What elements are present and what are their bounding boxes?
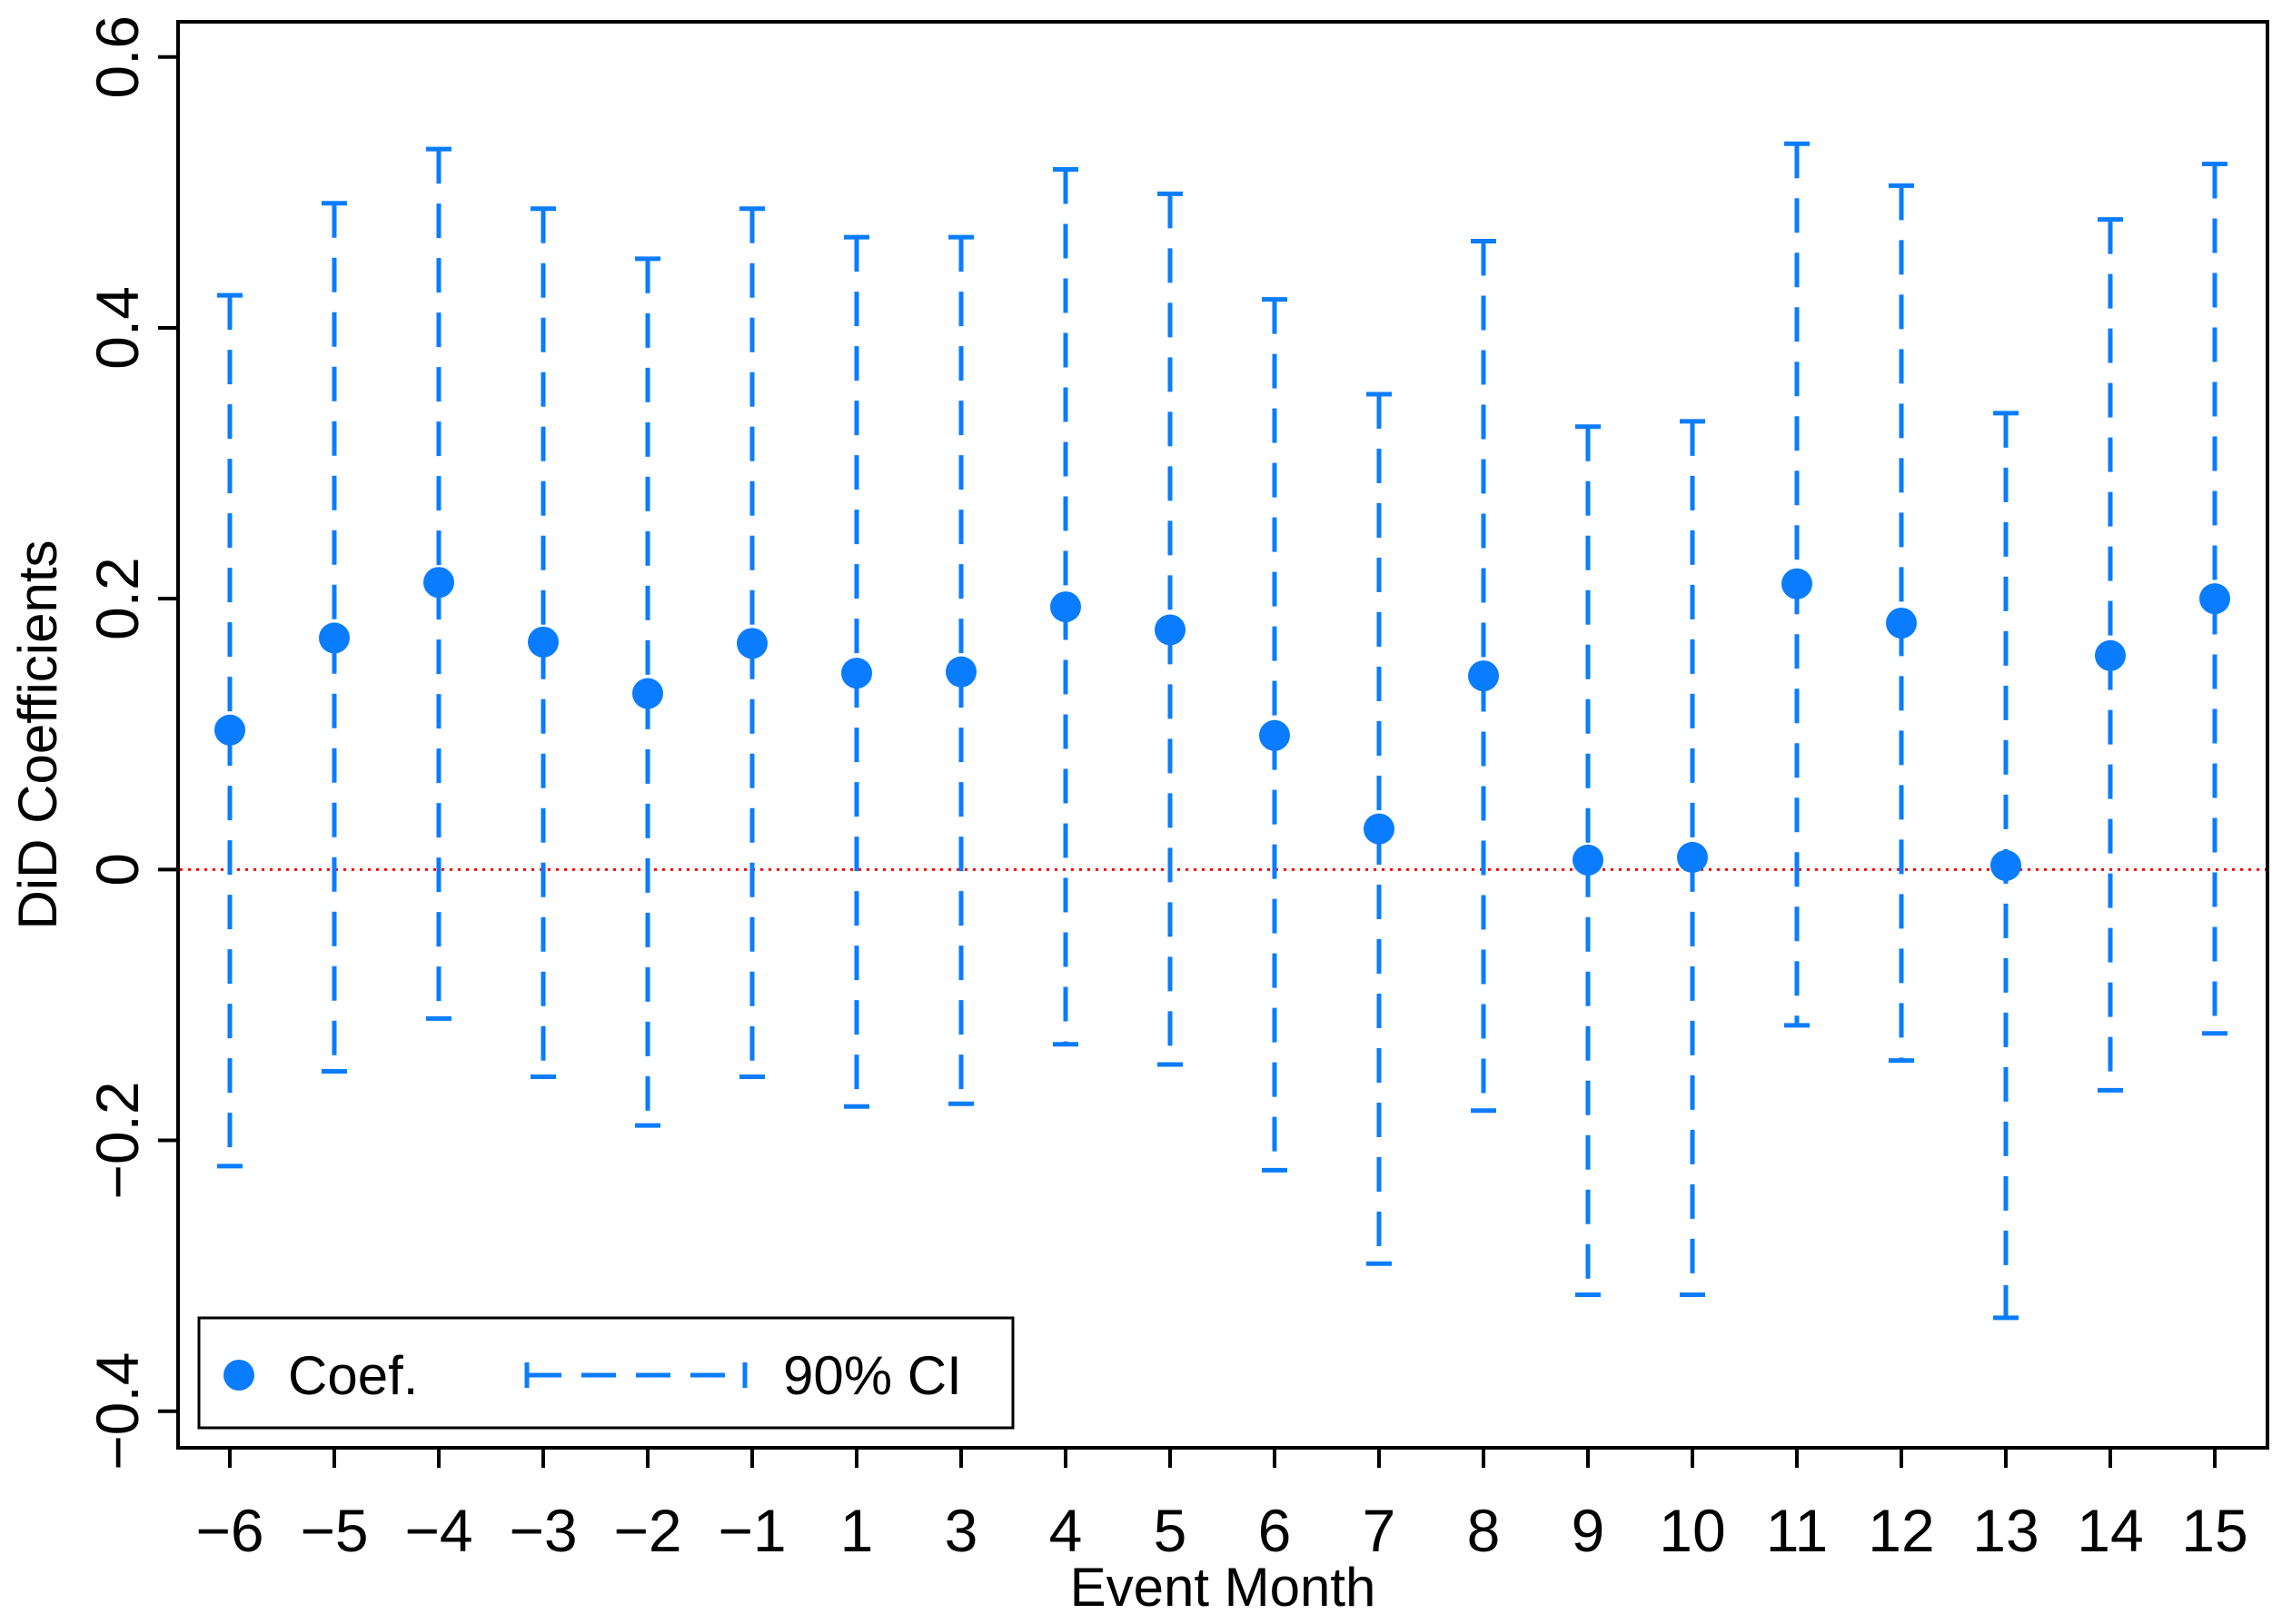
x-tick-label: −4 bbox=[404, 1497, 472, 1564]
x-tick-label: −2 bbox=[613, 1497, 681, 1564]
coef-point bbox=[737, 628, 768, 659]
y-axis-title: DiD Coefficients bbox=[7, 540, 68, 929]
coef-point bbox=[214, 714, 245, 746]
legend-coef-label: Coef. bbox=[288, 1345, 418, 1406]
coef-point bbox=[1259, 719, 1290, 751]
coef-point bbox=[319, 622, 350, 654]
legend-coef-marker bbox=[223, 1360, 254, 1391]
x-tick-label: 14 bbox=[2077, 1497, 2143, 1564]
x-tick-label: 12 bbox=[1868, 1497, 1934, 1564]
coef-point bbox=[632, 678, 663, 709]
x-tick-label: 13 bbox=[1972, 1497, 2039, 1564]
x-tick-label: 6 bbox=[1258, 1497, 1292, 1564]
coef-point bbox=[2199, 583, 2230, 615]
legend: Coef. 90% CI bbox=[197, 1316, 1015, 1430]
x-tick-label: 7 bbox=[1363, 1497, 1396, 1564]
legend-ci-marker bbox=[524, 1362, 748, 1388]
y-tick-label: −0.2 bbox=[84, 1081, 151, 1199]
coef-point bbox=[1781, 568, 1812, 599]
coef-point bbox=[1468, 660, 1499, 692]
x-tick-label: 5 bbox=[1154, 1497, 1187, 1564]
x-tick-label: 10 bbox=[1659, 1497, 1725, 1564]
coef-point bbox=[1050, 591, 1081, 623]
x-tick-label: −6 bbox=[195, 1497, 263, 1564]
coef-point bbox=[423, 567, 454, 599]
x-tick-label: 3 bbox=[945, 1497, 978, 1564]
coef-point bbox=[1677, 841, 1708, 873]
x-tick-label: 4 bbox=[1049, 1497, 1083, 1564]
coef-point bbox=[1155, 614, 1186, 646]
y-tick-label: 0.6 bbox=[84, 15, 151, 99]
x-tick-label: 15 bbox=[2181, 1497, 2247, 1564]
x-tick-label: −1 bbox=[718, 1497, 786, 1564]
x-tick-label: 8 bbox=[1467, 1497, 1501, 1564]
y-tick-label: 0 bbox=[84, 853, 151, 886]
coef-point bbox=[1573, 844, 1603, 876]
y-tick-label: 0.4 bbox=[84, 286, 151, 370]
legend-ci-label: 90% CI bbox=[783, 1345, 962, 1406]
plot-frame bbox=[176, 20, 2269, 1450]
x-tick-label: 9 bbox=[1572, 1497, 1605, 1564]
coef-point bbox=[2095, 639, 2126, 671]
x-tick-label: −3 bbox=[509, 1497, 577, 1564]
x-tick-label: −5 bbox=[300, 1497, 368, 1564]
y-tick-label: 0.2 bbox=[84, 557, 151, 640]
x-tick-label: 1 bbox=[840, 1497, 874, 1564]
y-tick-label: −0.4 bbox=[84, 1352, 151, 1471]
coef-point bbox=[1990, 849, 2021, 881]
coef-point bbox=[1886, 607, 1917, 639]
coef-point bbox=[1364, 813, 1394, 845]
x-axis-title: Event Month bbox=[1070, 1557, 1376, 1618]
coef-point bbox=[946, 656, 977, 688]
coef-point bbox=[841, 658, 872, 689]
coef-point bbox=[528, 626, 559, 658]
x-tick-label: 11 bbox=[1766, 1497, 1829, 1564]
